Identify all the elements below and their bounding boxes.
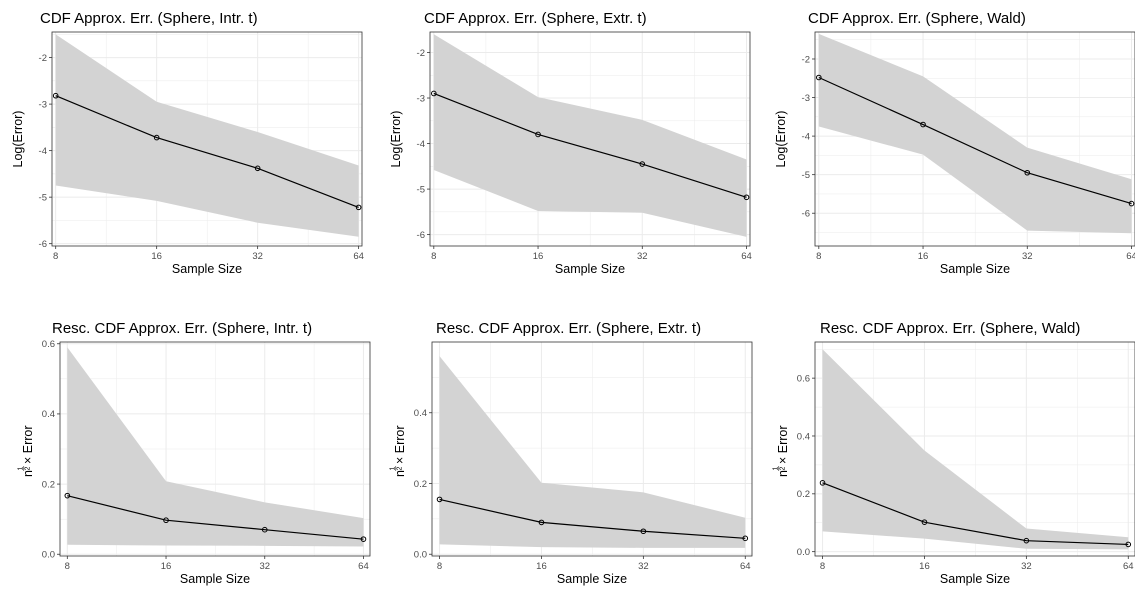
chart-6-x-tick-label: 64 xyxy=(1123,561,1134,572)
chart-3-x-tick-label: 32 xyxy=(1022,251,1033,262)
chart-1-y-tick-label: -3 xyxy=(39,99,47,110)
chart-1-x-tick-label: 8 xyxy=(53,251,58,262)
chart-2-y-tick-label: -4 xyxy=(417,139,425,150)
chart-5-y-label-exp-den: 2 xyxy=(397,466,404,470)
chart-3-x-axis-label: Sample Size xyxy=(940,262,1010,276)
chart-5-x-axis-label: Sample Size xyxy=(557,572,627,586)
chart-5-y-label-rest: × Error xyxy=(393,425,407,464)
chart-1-x-tick-label: 32 xyxy=(252,251,263,262)
chart-4-title: Resc. CDF Approx. Err. (Sphere, Intr. t) xyxy=(52,320,312,337)
chart-5-panel: 0.0 0.2 0.4 8 16 32 64 Resc. CDF Approx. Err. (… xyxy=(390,320,753,588)
chart-6-y-tick-label: 0.4 xyxy=(797,431,810,442)
chart-2-panel: -2 -3 -4 -5 -6 8 16 32 64 CDF Approx. Err. (Spher… xyxy=(389,10,752,276)
chart-4-x-axis-label: Sample Size xyxy=(180,572,250,586)
chart-2-y-tick-label: -3 xyxy=(417,93,425,104)
chart-6-x-tick-label: 32 xyxy=(1021,561,1032,572)
chart-3-x-tick-label: 16 xyxy=(918,251,929,262)
chart-6-x-axis-label: Sample Size xyxy=(940,572,1010,586)
chart-4-x-tick-label: 64 xyxy=(358,561,369,572)
chart-6-title: Resc. CDF Approx. Err. (Sphere, Wald) xyxy=(820,320,1080,337)
chart-3-y-axis-label: Log(Error) xyxy=(774,111,788,168)
chart-3-panel: -2 -3 -4 -5 -6 8 16 32 64 CDF Approx. Err. (Spher… xyxy=(774,10,1135,276)
chart-5-y-label-exp-num: 1 xyxy=(390,466,397,470)
chart-6-y-tick-label: 0.2 xyxy=(797,489,810,500)
chart-6-x-tick-label: 16 xyxy=(919,561,930,572)
chart-3-x-tick-label: 64 xyxy=(1126,251,1135,262)
chart-4-y-tick-label: 0.2 xyxy=(42,479,55,490)
chart-1-x-tick-label: 64 xyxy=(353,251,364,262)
chart-1-panel: -2 -3 -4 -5 -6 8 16 32 64 CDF Approx. Err. (Spher… xyxy=(11,10,364,276)
chart-6-x-tick-label: 8 xyxy=(820,561,825,572)
chart-3-x-tick-label: 8 xyxy=(816,251,821,262)
chart-4-y-label-exp-num: 1 xyxy=(18,466,25,470)
chart-3-y-tick-label: -6 xyxy=(802,209,810,220)
chart-2-x-tick-label: 64 xyxy=(741,251,752,262)
chart-1-y-tick-label: -6 xyxy=(39,239,47,250)
chart-5-x-tick-label: 32 xyxy=(638,561,649,572)
chart-6-y-tick-label: 0.6 xyxy=(797,373,810,384)
chart-2-x-tick-label: 32 xyxy=(637,251,648,262)
chart-4-panel: 0.0 0.2 0.4 0.6 8 16 32 64 Resc. CDF Approx. Err… xyxy=(18,309,371,588)
chart-3-y-tick-label: -4 xyxy=(802,131,810,142)
chart-3-title: CDF Approx. Err. (Sphere, Wald) xyxy=(808,10,1026,27)
chart-1-title: CDF Approx. Err. (Sphere, Intr. t) xyxy=(40,10,258,27)
chart-2-x-tick-label: 16 xyxy=(533,251,544,262)
chart-5-y-tick-label: 0.0 xyxy=(414,550,427,561)
chart-4-y-tick-label: 0.0 xyxy=(42,550,55,561)
chart-3-y-tick-label: -2 xyxy=(802,54,810,65)
chart-4-y-tick-label: 0.4 xyxy=(42,409,55,420)
chart-1-y-axis-label: Log(Error) xyxy=(11,111,25,168)
chart-1-y-tick-label: -2 xyxy=(39,53,47,64)
chart-5-x-tick-label: 16 xyxy=(536,561,547,572)
chart-6-y-label-rest: × Error xyxy=(776,425,790,464)
chart-6-y-label-exp-num: 1 xyxy=(773,466,780,470)
chart-2-y-axis-label: Log(Error) xyxy=(389,111,403,168)
chart-2-y-tick-label: -2 xyxy=(417,48,425,59)
chart-1-y-tick-label: -5 xyxy=(39,192,47,203)
chart-2-y-tick-label: -5 xyxy=(417,184,425,195)
chart-4-y-label-rest: × Error xyxy=(21,425,35,464)
chart-6-y-tick-label: 0.0 xyxy=(797,547,810,558)
chart-5-y-tick-label: 0.2 xyxy=(414,479,427,490)
chart-3-y-tick-label: -3 xyxy=(802,93,810,104)
chart-2-x-axis-label: Sample Size xyxy=(555,262,625,276)
chart-5-x-tick-label: 64 xyxy=(740,561,751,572)
chart-3-y-tick-label: -5 xyxy=(802,170,810,181)
chart-4-x-tick-label: 32 xyxy=(259,561,270,572)
chart-5-x-tick-label: 8 xyxy=(437,561,442,572)
chart-4-y-label-exp-den: 2 xyxy=(25,466,32,470)
chart-4-x-tick-label: 8 xyxy=(65,561,70,572)
chart-5-title: Resc. CDF Approx. Err. (Sphere, Extr. t) xyxy=(436,320,701,337)
chart-5-y-tick-label: 0.4 xyxy=(414,408,427,419)
chart-4-x-tick-label: 16 xyxy=(161,561,172,572)
chart-4-y-tick-label: 0.6 xyxy=(42,339,55,350)
chart-1-x-axis-label: Sample Size xyxy=(172,262,242,276)
chart-6-y-label-exp-den: 2 xyxy=(780,466,787,470)
chart-2-x-tick-label: 8 xyxy=(431,251,436,262)
chart-1-x-tick-label: 16 xyxy=(151,251,162,262)
chart-1-y-tick-label: -4 xyxy=(39,146,47,157)
chart-6-panel: 0.0 0.2 0.4 0.6 8 16 32 64 Resc. CDF Approx. Err… xyxy=(773,320,1135,586)
chart-2-y-tick-label: -6 xyxy=(417,230,425,241)
chart-2-title: CDF Approx. Err. (Sphere, Extr. t) xyxy=(424,10,647,27)
